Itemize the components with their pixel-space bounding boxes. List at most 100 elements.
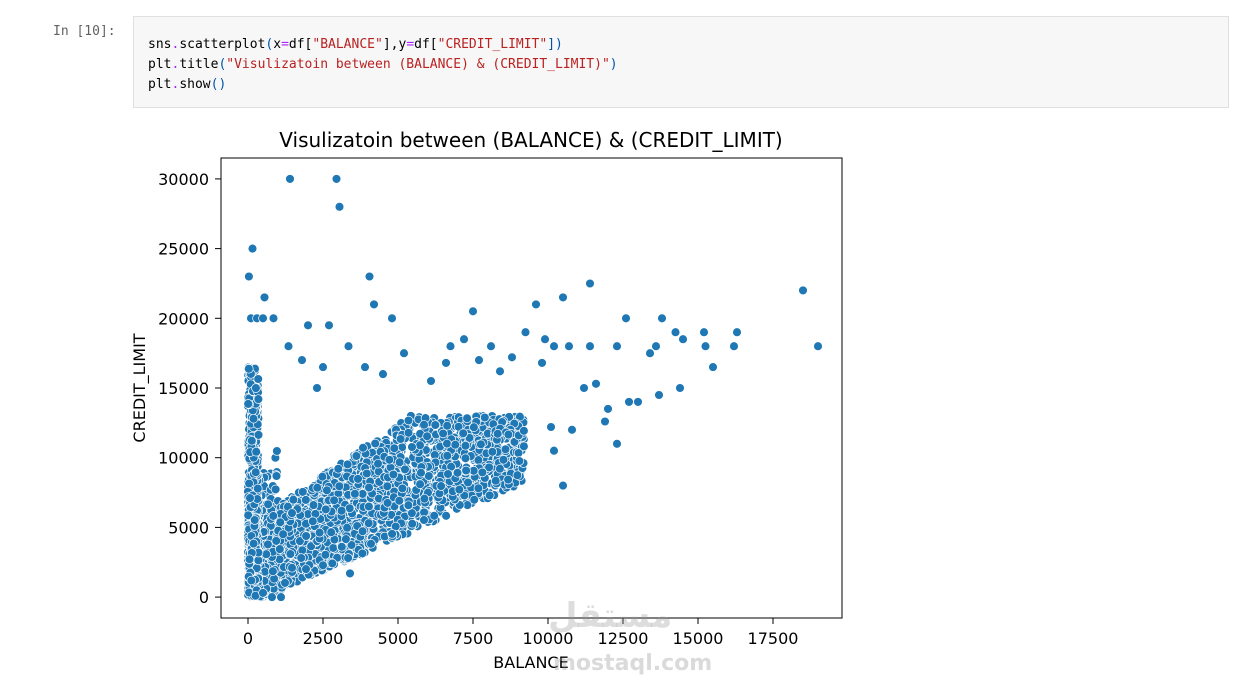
scatter-point — [326, 527, 336, 537]
scatter-point — [263, 499, 273, 510]
scatter-point — [342, 522, 352, 533]
scatter-point — [531, 299, 541, 310]
scatter-point — [612, 439, 622, 449]
scatter-point — [403, 500, 414, 510]
scatter-points — [243, 174, 823, 602]
scatter-point — [558, 480, 568, 491]
scatter-point — [249, 515, 260, 525]
scatter-point — [370, 438, 380, 449]
scatter-point — [351, 451, 362, 461]
scatter-point — [287, 508, 297, 518]
scatter-point — [285, 174, 295, 184]
scatter-point — [438, 428, 448, 439]
scatter-point — [357, 548, 368, 559]
scatter-point — [247, 243, 258, 254]
scatter-point — [272, 446, 282, 456]
scatter-point — [322, 485, 332, 496]
scatter-point — [244, 478, 254, 489]
y-tick-label: 20000 — [158, 309, 209, 328]
scatter-point — [271, 536, 281, 546]
scatter-point — [507, 352, 517, 363]
scatter-point — [353, 474, 363, 484]
scatter-point — [285, 549, 296, 559]
scatter-point — [579, 383, 589, 393]
scatter-point — [657, 313, 667, 324]
code-token: . — [171, 57, 180, 72]
code-line: sns.scatterplot(x=df["BALANCE"],y=df["CR… — [148, 35, 618, 55]
scatter-point — [603, 404, 613, 414]
scatter-point — [419, 515, 429, 525]
scatter-point — [462, 413, 472, 424]
scatter-point — [426, 376, 436, 386]
scatter-point — [268, 511, 279, 521]
scatter-point — [297, 355, 307, 365]
scatter-point — [244, 554, 255, 565]
scatter-point — [729, 341, 739, 351]
scatter-point — [345, 568, 355, 579]
scatter-point — [708, 362, 718, 372]
code-token: = — [281, 37, 289, 52]
scatter-point — [268, 566, 278, 576]
x-tick-label: 15000 — [673, 629, 724, 648]
scatter-point — [458, 428, 468, 439]
code-cell[interactable]: sns.scatterplot(x=df["BALANCE"],y=df["CR… — [133, 16, 1229, 108]
scatter-point — [245, 493, 255, 503]
scatter-point — [329, 495, 339, 506]
code-token: df[ — [288, 37, 313, 52]
scatter-point — [512, 470, 523, 480]
scatter-point — [253, 374, 263, 384]
scatter-point — [484, 490, 495, 501]
code-token: sns — [148, 37, 172, 52]
scatter-point — [334, 481, 345, 492]
scatter-point — [670, 327, 681, 337]
code-token: show — [179, 77, 211, 92]
scatter-point — [251, 446, 261, 457]
scatter-point — [384, 455, 395, 465]
scatter-point — [459, 334, 469, 344]
scatter-point — [415, 479, 425, 489]
scatter-point — [395, 434, 406, 444]
scatter-point — [732, 327, 742, 337]
code-editor[interactable]: sns.scatterplot(x=df["BALANCE"],y=df["CR… — [148, 35, 618, 95]
x-tick-label: 0 — [243, 629, 253, 648]
scatter-point — [244, 364, 254, 374]
scatter-point — [327, 558, 338, 569]
scatter-point — [546, 422, 556, 432]
scatter-point — [612, 341, 622, 351]
scatter-point — [460, 453, 471, 464]
scatter-point — [486, 341, 496, 351]
scatter-point — [280, 578, 290, 588]
scatter-point — [275, 517, 285, 528]
scatter-point — [369, 299, 379, 310]
scatter-point — [278, 529, 288, 539]
scatter-point — [441, 358, 451, 368]
scatter-point — [407, 508, 417, 518]
scatter-point — [328, 543, 339, 553]
scatter-point — [469, 422, 479, 432]
scatter-point — [567, 425, 577, 435]
code-token: "BALANCE" — [312, 37, 383, 52]
scatter-point — [321, 504, 331, 515]
scatter-point — [296, 553, 306, 563]
scatter-point — [301, 531, 311, 541]
y-tick-label: 30000 — [158, 170, 209, 189]
scatter-point — [358, 443, 368, 453]
code-token: plt — [148, 77, 172, 92]
scatter-point — [463, 477, 473, 488]
scatter-point — [312, 383, 322, 393]
scatter-point — [621, 313, 631, 324]
scatter-point — [244, 271, 254, 282]
scatter-point — [389, 443, 400, 454]
scatter-point — [514, 456, 525, 466]
y-tick-label: 25000 — [158, 240, 209, 259]
scatter-point — [474, 355, 484, 365]
scatter-point — [331, 174, 342, 184]
scatter-point — [344, 503, 355, 514]
scatter-point — [415, 440, 425, 450]
scatter-point — [251, 383, 261, 393]
scatter-point — [519, 441, 529, 452]
scatter-point — [564, 341, 574, 351]
scatter-point — [333, 464, 344, 474]
scatter-point — [442, 438, 452, 449]
scatter-point — [400, 464, 410, 475]
